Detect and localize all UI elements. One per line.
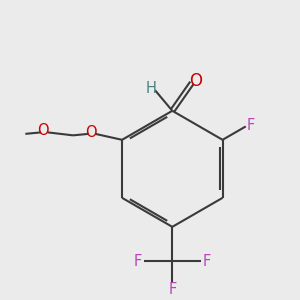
Text: F: F (134, 254, 142, 268)
Text: F: F (247, 118, 255, 133)
Text: F: F (168, 282, 176, 297)
Text: O: O (85, 125, 97, 140)
Text: O: O (190, 72, 202, 90)
Text: F: F (202, 254, 211, 268)
Text: O: O (38, 123, 49, 138)
Text: H: H (146, 81, 157, 96)
